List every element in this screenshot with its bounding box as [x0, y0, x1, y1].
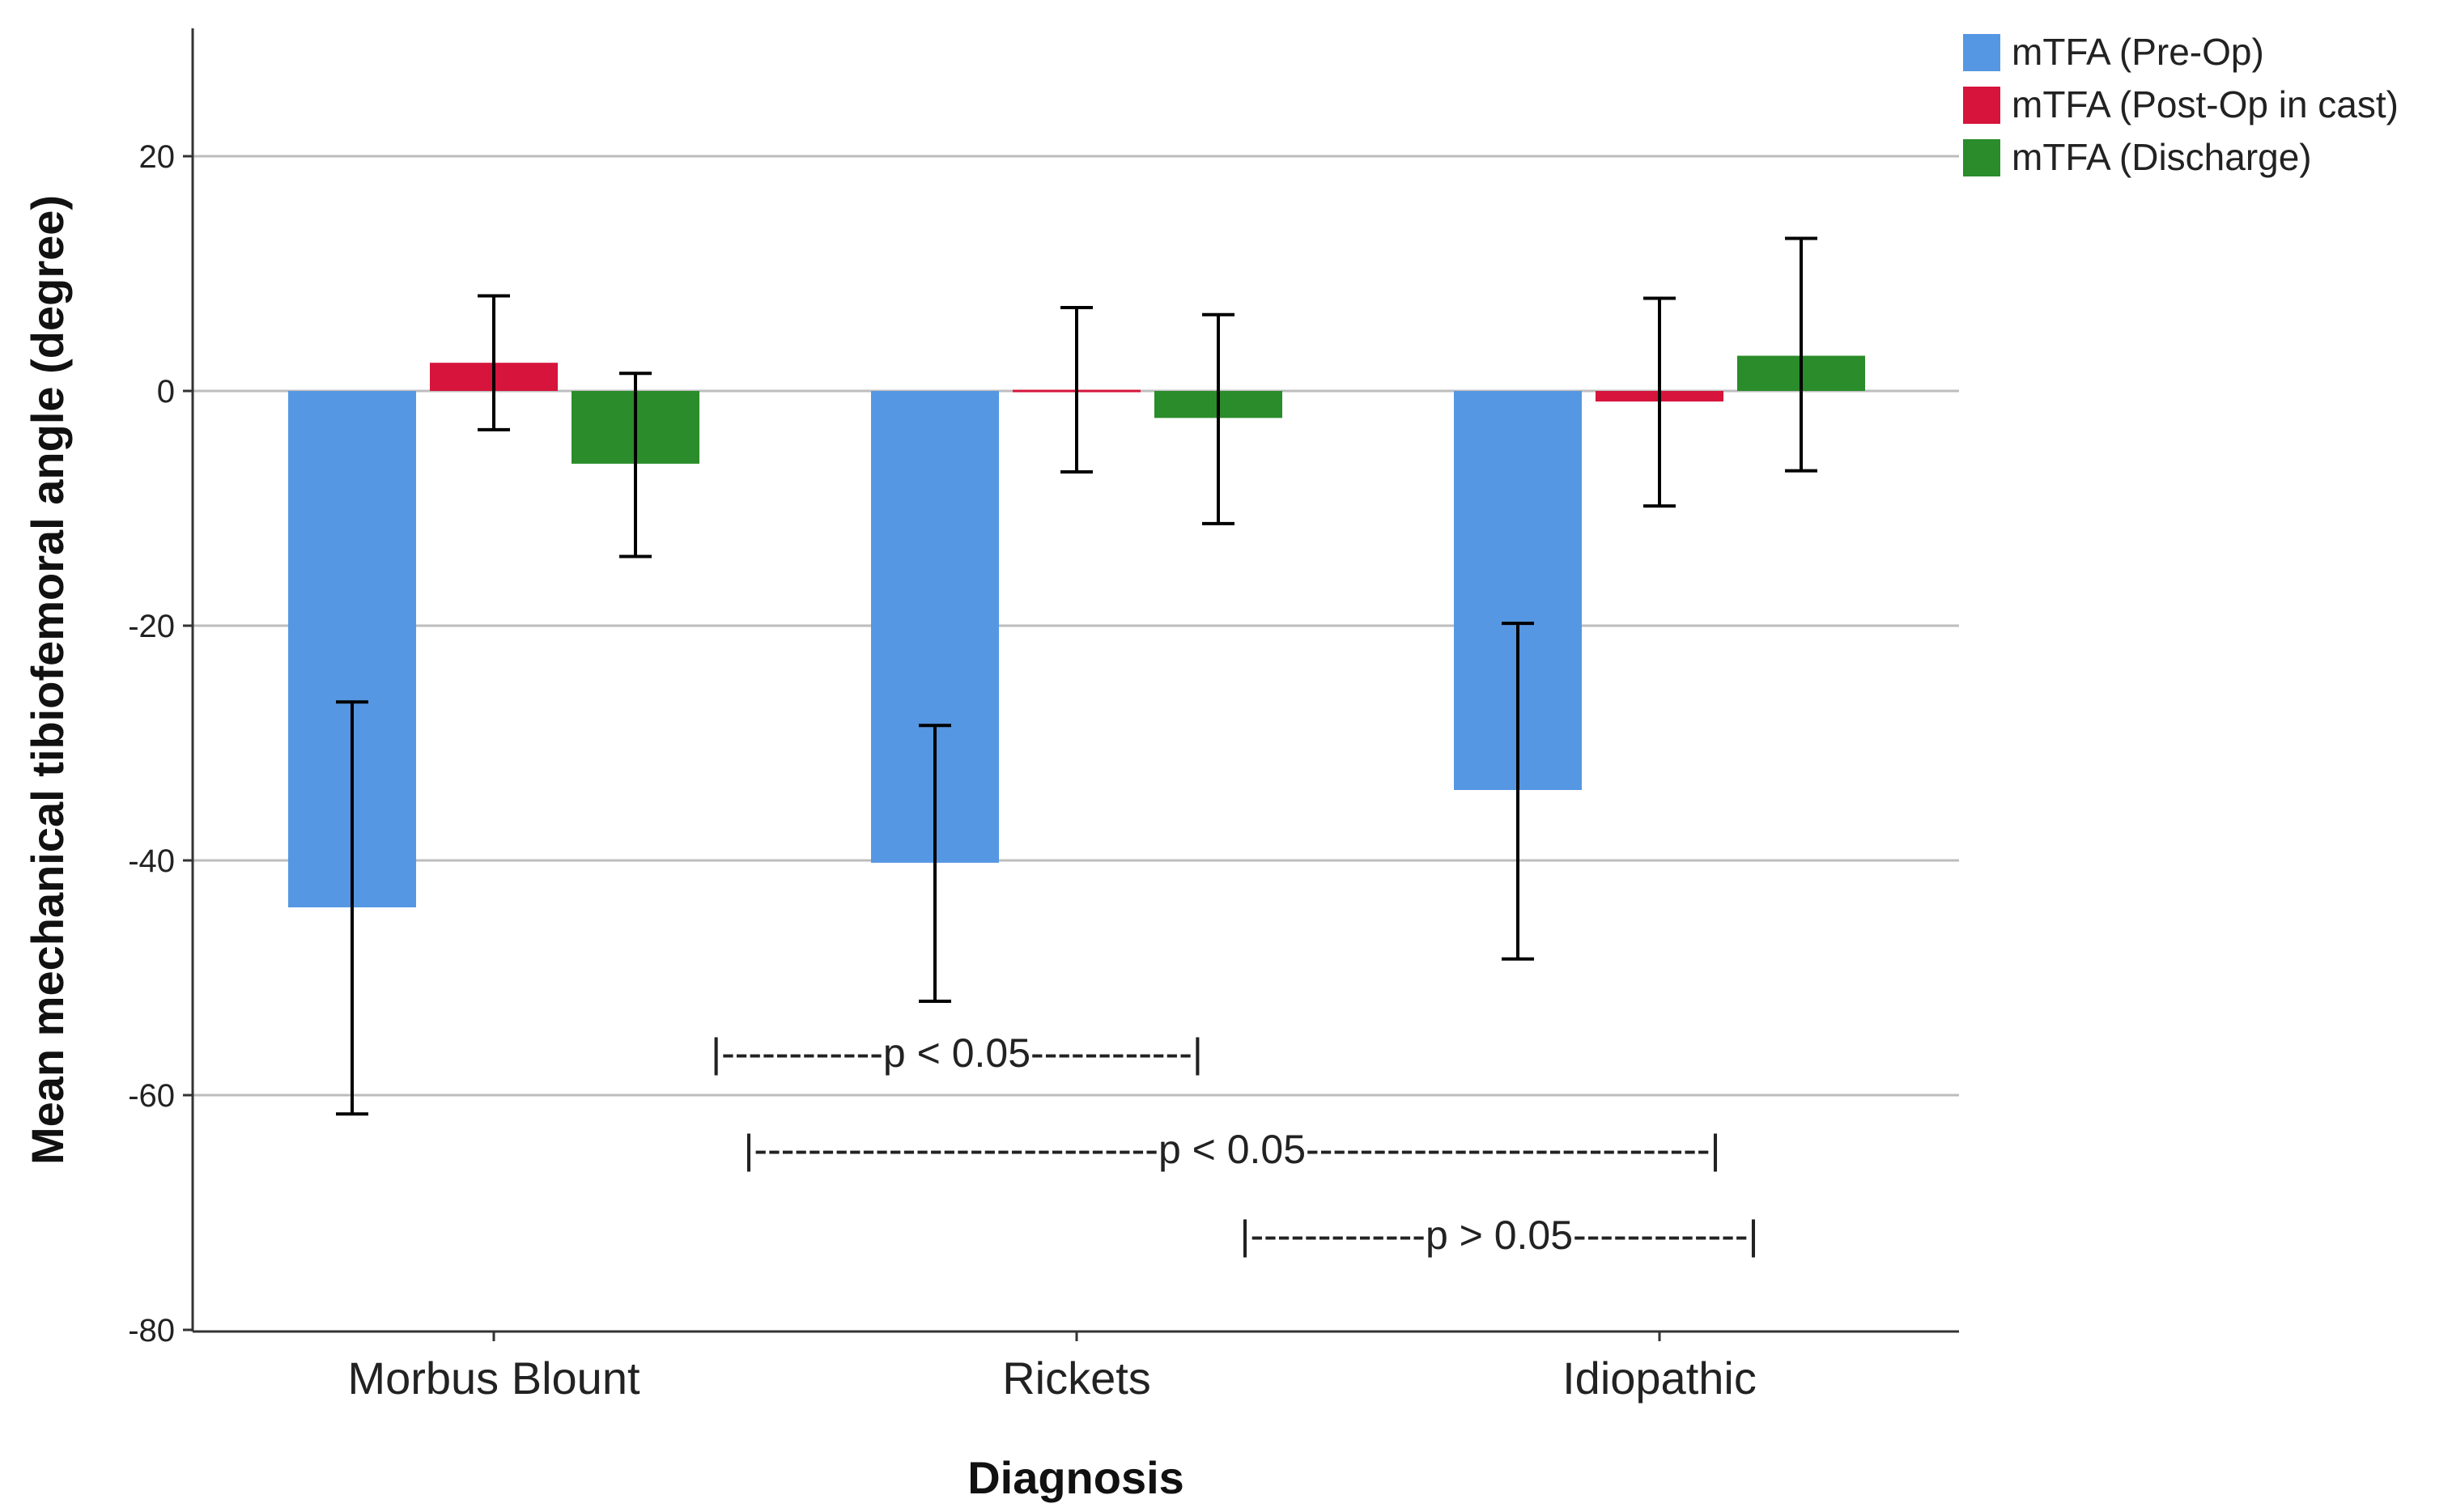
significance-annotation: |------------p < 0.05------------| [711, 1030, 1203, 1076]
legend-label: mTFA (Post-Op in cast) [2012, 83, 2399, 125]
legend-swatch [1963, 34, 2000, 71]
gridlines [193, 155, 1959, 1097]
significance-annotation: |------------------------------p < 0.05-… [743, 1127, 1720, 1172]
y-axis-title: Mean mechanical tibiofemoral angle (degr… [22, 195, 73, 1165]
x-category-label: Idiopathic [1562, 1353, 1757, 1404]
y-tick-label: 20 [139, 139, 176, 175]
significance-annotation: |-------------p > 0.05-------------| [1240, 1213, 1759, 1258]
significance-annotations: |------------p < 0.05------------| |-----… [711, 1030, 1758, 1258]
y-tick-label: -60 [128, 1078, 175, 1114]
legend-swatch [1963, 87, 2000, 124]
legend-label: mTFA (Pre-Op) [2012, 31, 2264, 73]
x-category-label: Rickets [1002, 1353, 1151, 1404]
y-tick-label: -20 [128, 609, 175, 644]
legend: mTFA (Pre-Op) mTFA (Post-Op in cast) mTFA … [1963, 31, 2399, 178]
x-category-label: Morbus Blount [347, 1353, 640, 1404]
x-axis-title: Diagnosis [967, 1452, 1184, 1503]
y-tick-label: 0 [157, 374, 175, 410]
y-tick-label: -40 [128, 843, 175, 879]
x-axis-categories: Morbus Blount Rickets Idiopathic [347, 1331, 1757, 1404]
y-axis-ticks: 20 0 -20 -40 -60 -80 [128, 139, 193, 1348]
legend-label: mTFA (Discharge) [2012, 136, 2312, 178]
legend-swatch [1963, 139, 2000, 176]
error-bars [336, 236, 1817, 1116]
y-tick-label: -80 [128, 1313, 175, 1348]
